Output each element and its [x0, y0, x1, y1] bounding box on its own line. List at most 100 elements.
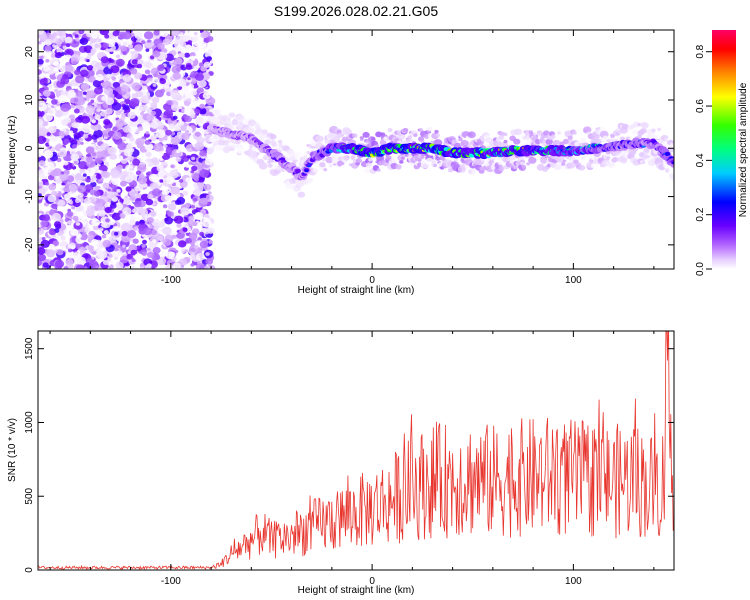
heatmap-cell — [60, 171, 65, 175]
heatmap-cell — [231, 144, 236, 149]
heatmap-cell — [136, 164, 147, 173]
heatmap-cell — [152, 96, 160, 104]
heatmap-cell — [671, 161, 674, 165]
heatmap-cell — [55, 52, 62, 59]
heatmap-cell — [44, 45, 52, 52]
heatmap-cell — [157, 64, 165, 72]
heatmap-cell — [102, 182, 110, 189]
heatmap-cell — [86, 176, 91, 180]
heatmap-cell — [498, 134, 505, 140]
heatmap-cell — [121, 197, 131, 205]
heatmap-cell — [60, 235, 66, 241]
colorbar-ticks: 0.0 0.2 0.4 0.6 0.8 — [695, 44, 712, 276]
heatmap-cell — [236, 114, 245, 122]
heatmap-cell — [375, 144, 380, 148]
heatmap-cell — [191, 36, 198, 42]
heatmap-cell — [71, 206, 75, 210]
heatmap-cell — [173, 231, 178, 236]
heatmap-cell — [179, 180, 188, 188]
heatmap-cell — [261, 129, 268, 135]
heatmap-cell — [111, 212, 122, 221]
heatmap-cell — [134, 211, 139, 216]
heatmap-cell — [102, 259, 109, 265]
heatmap-cell — [214, 144, 223, 151]
heatmap-cell — [576, 128, 584, 136]
heatmap-cell — [147, 96, 152, 100]
heatmap-cell — [180, 91, 190, 100]
heatmap-cell — [82, 91, 87, 95]
heatmap-cell — [184, 52, 191, 58]
heatmap-cell — [122, 51, 127, 56]
heatmap-cell — [64, 36, 73, 44]
heatmap-cell — [191, 165, 198, 172]
heatmap-cell — [145, 198, 154, 206]
heatmap-cell — [258, 162, 268, 170]
heatmap-cell — [150, 229, 157, 236]
heatmap-cell — [264, 139, 271, 145]
heatmap-cell — [152, 188, 162, 197]
heatmap-cell — [359, 136, 364, 140]
heatmap-cell — [176, 223, 182, 229]
heatmap-cell — [670, 175, 674, 181]
heatmap-cell — [114, 248, 119, 252]
heatmap-cell — [89, 91, 94, 96]
heatmap-cell — [128, 119, 139, 128]
heatmap-cell — [189, 52, 196, 58]
heatmap-cell — [147, 144, 153, 150]
y-tick-label: -10 — [24, 189, 35, 204]
heatmap-cell — [169, 89, 174, 93]
heatmap-cell — [70, 153, 80, 161]
spectrogram-frame — [37, 29, 675, 270]
heatmap-cell — [55, 121, 64, 129]
heatmap-cell — [206, 56, 212, 62]
heatmap-cell — [135, 90, 144, 98]
heatmap-cell — [38, 58, 44, 65]
heatmap-cell — [100, 171, 108, 178]
heatmap-cell — [124, 175, 134, 183]
heatmap-cell — [38, 185, 42, 190]
heatmap-cell — [255, 151, 260, 156]
y-tick-label: 1500 — [24, 337, 35, 360]
heatmap-cell — [80, 82, 90, 91]
heatmap-cell — [193, 42, 199, 46]
heatmap-cell — [209, 108, 214, 113]
heatmap-cells — [38, 30, 674, 269]
heatmap-cell — [87, 234, 94, 240]
heatmap-cell — [115, 261, 124, 269]
heatmap-cell — [97, 141, 103, 146]
heatmap-cell — [64, 64, 74, 72]
heatmap-cell — [553, 163, 562, 171]
heatmap-cell — [116, 155, 124, 161]
heatmap-cell — [578, 164, 586, 171]
heatmap-cell — [185, 202, 191, 208]
heatmap-cell — [203, 61, 211, 68]
heatmap-cell — [170, 164, 175, 168]
heatmap-cell — [77, 185, 86, 193]
heatmap-cell — [668, 168, 674, 174]
heatmap-cell — [370, 137, 376, 141]
heatmap-cell — [271, 142, 278, 148]
heatmap-cell — [204, 265, 210, 269]
heatmap-cell — [53, 61, 60, 67]
heatmap-cell — [184, 107, 192, 114]
heatmap-cell — [196, 87, 204, 94]
heatmap-cell — [190, 263, 195, 267]
heatmap-cell — [162, 140, 167, 145]
heatmap-cell — [124, 157, 129, 161]
heatmap-cell — [340, 133, 345, 137]
heatmap-cell — [61, 182, 65, 186]
heatmap-cell — [637, 134, 642, 139]
heatmap-cell — [641, 122, 649, 129]
heatmap-cell — [612, 156, 619, 163]
heatmap-cell — [340, 164, 347, 171]
heatmap-cell — [93, 245, 98, 250]
heatmap-cell — [119, 45, 127, 52]
heatmap-cell — [66, 211, 74, 217]
heatmap-cell — [207, 191, 212, 195]
heatmap-cell — [120, 180, 127, 187]
heatmap-cell — [170, 136, 181, 146]
heatmap-cell — [163, 175, 167, 179]
heatmap-cell — [162, 226, 172, 235]
heatmap-cell — [44, 182, 50, 186]
